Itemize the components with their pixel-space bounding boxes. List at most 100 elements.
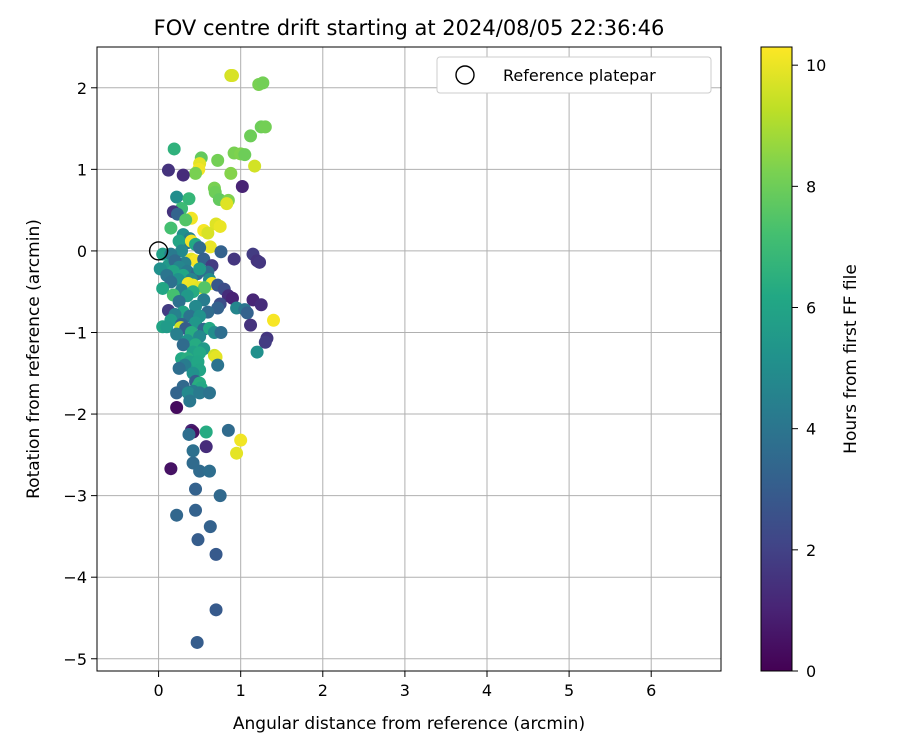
data-point — [211, 301, 225, 315]
y-tick-label: −3 — [63, 487, 87, 506]
legend-box — [436, 56, 712, 94]
data-point — [199, 425, 213, 439]
data-point — [198, 281, 212, 295]
data-point — [238, 148, 252, 162]
y-tick-label: 1 — [77, 160, 87, 179]
x-tick-label: 3 — [400, 681, 410, 700]
colorbar-tick-label: 0 — [806, 662, 816, 681]
data-point — [258, 120, 272, 134]
data-point — [189, 482, 203, 496]
data-point — [202, 386, 216, 400]
data-point — [214, 325, 228, 339]
data-point — [170, 401, 184, 415]
data-point — [176, 168, 190, 182]
data-point — [193, 464, 207, 478]
data-point — [190, 635, 204, 649]
x-tick-label: 0 — [153, 681, 163, 700]
colorbar-tick-label: 6 — [806, 299, 816, 318]
data-point — [186, 444, 200, 458]
data-point — [170, 508, 184, 522]
x-tick-label: 5 — [564, 681, 574, 700]
data-point — [209, 547, 223, 561]
data-point — [240, 306, 254, 320]
data-point — [201, 226, 215, 240]
data-point — [230, 446, 244, 460]
data-point — [172, 234, 186, 248]
plot-frame — [96, 46, 722, 672]
data-point — [164, 462, 178, 476]
data-point — [244, 318, 258, 332]
data-point — [214, 245, 228, 259]
x-axis-ticks: 0 1 2 3 4 5 6 — [153, 671, 656, 700]
y-axis-ticks: 2 1 0 −1 −2 −3 −4 −5 — [63, 79, 97, 669]
data-point — [164, 221, 178, 235]
legend-label: Reference platepar — [503, 66, 656, 85]
data-point — [224, 166, 238, 180]
colorbar-label: Hours from first FF file — [841, 264, 861, 454]
data-point — [182, 192, 196, 206]
data-point — [172, 294, 186, 308]
data-point — [191, 533, 205, 547]
data-point — [203, 240, 217, 254]
y-tick-label: −4 — [63, 568, 87, 587]
data-point — [189, 166, 203, 180]
data-point — [209, 603, 223, 617]
data-point — [172, 361, 186, 375]
y-tick-label: 0 — [77, 242, 87, 261]
chart-title: FOV centre drift starting at 2024/08/05 … — [154, 16, 665, 40]
data-point — [235, 179, 249, 193]
scatter-points — [153, 69, 281, 649]
data-point — [167, 142, 181, 156]
data-point — [179, 213, 193, 227]
data-point — [161, 163, 175, 177]
x-axis-label: Angular distance from reference (arcmin) — [233, 714, 585, 734]
data-point — [170, 386, 184, 400]
data-point — [220, 197, 234, 211]
data-point — [193, 386, 207, 400]
x-tick-label: 2 — [318, 681, 328, 700]
data-point — [213, 489, 227, 503]
y-tick-label: −5 — [63, 650, 87, 669]
data-point — [156, 281, 170, 295]
legend-marker-icon — [455, 65, 475, 85]
data-point — [213, 219, 227, 233]
x-tick-label: 4 — [482, 681, 492, 700]
colorbar-ticks: 0 2 4 6 8 10 — [792, 56, 826, 681]
data-point — [258, 335, 272, 349]
data-point — [250, 345, 264, 359]
y-tick-label: −1 — [63, 323, 87, 342]
data-point — [211, 358, 225, 372]
data-point — [254, 298, 268, 312]
data-point — [227, 252, 241, 266]
data-point — [256, 76, 270, 90]
colorbar-tick-label: 2 — [806, 541, 816, 560]
data-point — [234, 433, 248, 447]
data-point — [193, 262, 207, 276]
y-tick-label: −2 — [63, 405, 87, 424]
data-point — [175, 244, 189, 258]
data-point — [182, 427, 196, 441]
colorbar-tick-label: 10 — [806, 56, 826, 75]
data-point — [211, 153, 225, 167]
data-point — [170, 327, 184, 341]
data-point — [202, 464, 216, 478]
data-point — [253, 255, 267, 269]
data-point — [267, 313, 281, 327]
y-axis-label: Rotation from reference (arcmin) — [24, 219, 44, 499]
legend: Reference platepar — [436, 56, 712, 94]
data-point — [176, 338, 190, 352]
reference-marker — [148, 241, 169, 261]
data-point — [160, 320, 174, 334]
data-point — [189, 503, 203, 517]
data-point — [199, 440, 213, 454]
x-tick-label: 6 — [646, 681, 656, 700]
colorbar-tick-label: 4 — [806, 420, 816, 439]
data-point — [189, 299, 203, 313]
data-point — [193, 241, 207, 255]
y-tick-label: 2 — [77, 79, 87, 98]
data-point — [248, 159, 262, 173]
colorbar-tick-label: 8 — [806, 177, 816, 196]
data-point — [203, 520, 217, 534]
colorbar — [760, 46, 793, 672]
